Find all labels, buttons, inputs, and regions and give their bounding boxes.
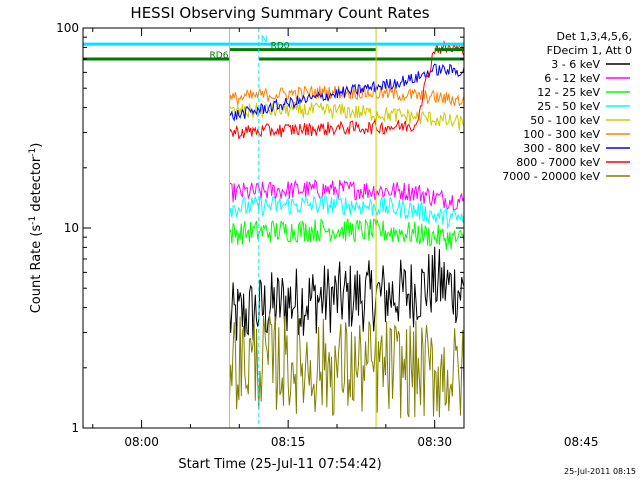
y-axis-label-sup1: -1 [28, 216, 38, 225]
series-line [229, 246, 464, 341]
legend-label: 12 - 25 keV [537, 86, 600, 99]
legend-header: FDecim 1, Att 0 [547, 44, 632, 57]
flag-label: RD0 [271, 42, 290, 52]
y-tick-label: 10 [64, 221, 79, 235]
legend-label: 6 - 12 keV [544, 72, 600, 85]
series-line [229, 40, 464, 140]
axes: 11010008:0008:1508:3008:4509:0009:1509:3… [56, 21, 599, 449]
series-line [229, 179, 464, 211]
x-tick-label: 08:15 [271, 435, 306, 449]
legend-label: 50 - 100 keV [530, 114, 600, 127]
legend: Det 1,3,4,5,6,FDecim 1, Att 03 - 6 keV6 … [502, 30, 632, 183]
series-group [83, 28, 464, 428]
legend-label: 300 - 800 keV [523, 142, 600, 155]
y-axis-label-mid: detector [29, 156, 44, 216]
x-axis-label: Start Time (25-Jul-11 07:54:42) [178, 457, 381, 472]
legend-label: 3 - 6 keV [551, 58, 600, 71]
series-line [229, 194, 464, 230]
x-tick-label: 08:45 [564, 435, 599, 449]
legend-label: 25 - 50 keV [537, 100, 600, 113]
x-tick-label: 08:00 [124, 435, 159, 449]
series-line [229, 313, 464, 419]
flag-label: RD6 [210, 51, 229, 61]
y-axis-label-main: Count Rate (s [29, 225, 44, 314]
series-line [229, 101, 464, 131]
y-axis-label-end: ) [29, 143, 44, 148]
legend-label: 7000 - 20000 keV [502, 170, 600, 183]
chart-title: HESSI Observing Summary Count Rates [130, 4, 429, 22]
series-line [229, 63, 464, 122]
legend-label: 800 - 7000 keV [516, 156, 600, 169]
y-tick-label: 100 [56, 21, 79, 35]
legend-label: 100 - 300 keV [523, 128, 600, 141]
footer-date: 25-Jul-2011 08:15 [564, 467, 636, 476]
flag-label: N [261, 35, 268, 45]
series-line [229, 218, 464, 250]
y-axis-label: Count Rate (s-1 detector-1) [28, 143, 44, 314]
y-tick-label: 1 [71, 421, 79, 435]
x-tick-label: 08:30 [417, 435, 452, 449]
legend-header: Det 1,3,4,5,6, [556, 30, 632, 43]
y-axis-label-sup2: -1 [28, 148, 38, 157]
